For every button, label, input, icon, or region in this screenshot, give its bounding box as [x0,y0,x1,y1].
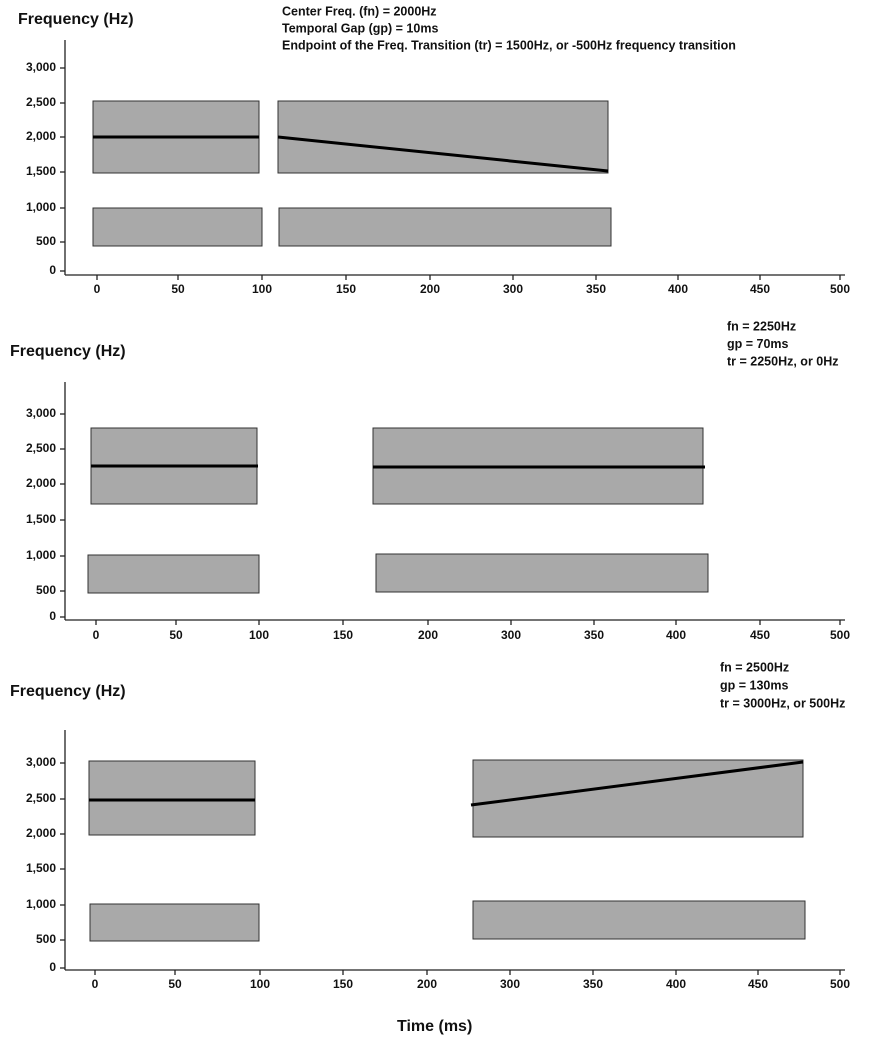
annotation: Center Freq. (fn) = 2000Hz [282,4,437,18]
frequency-band [89,903,260,942]
y-tick-label: 500 [36,932,56,946]
frequency-band [277,100,609,174]
y-axis-label: Frequency (Hz) [10,683,126,700]
x-tick-label: 50 [169,628,183,642]
x-tick-label: 150 [333,977,353,991]
y-tick-label: 0 [49,263,56,277]
frequency-band [375,553,709,593]
frequency-band [87,554,260,594]
frequency-band [88,760,256,836]
x-tick-label: 200 [420,282,440,296]
annotation: tr = 3000Hz, or 500Hz [720,696,845,710]
x-tick-label: 300 [500,977,520,991]
x-tick-label: 350 [584,628,604,642]
y-axis-label: Frequency (Hz) [10,343,126,360]
y-tick-label: 1,500 [26,861,56,875]
y-tick-label: 3,000 [26,60,56,74]
x-tick-label: 400 [668,282,688,296]
x-tick-label: 50 [171,282,185,296]
y-tick-label: 2,500 [26,441,56,455]
x-tick-label: 300 [503,282,523,296]
y-tick-label: 1,000 [26,548,56,562]
annotation: Temporal Gap (gp) = 10ms [282,21,438,35]
annotation: Endpoint of the Freq. Transition (tr) = … [282,38,736,52]
annotation: fn = 2500Hz [720,660,789,674]
y-tick-label: 2,000 [26,129,56,143]
y-tick-label: 3,000 [26,755,56,769]
x-tick-label: 100 [249,628,269,642]
y-tick-label: 3,000 [26,406,56,420]
x-tick-label: 500 [830,977,850,991]
x-tick-label: 300 [501,628,521,642]
x-tick-label: 0 [93,628,100,642]
y-tick-label: 1,000 [26,897,56,911]
annotation: tr = 2250Hz, or 0Hz [727,354,839,368]
y-tick-label: 500 [36,583,56,597]
y-tick-label: 2,000 [26,826,56,840]
center-frequency [470,760,804,807]
y-tick-label: 1,000 [26,200,56,214]
x-tick-label: 50 [168,977,182,991]
y-tick-label: 2,000 [26,476,56,490]
x-tick-label: 450 [748,977,768,991]
frequency-band [92,207,263,247]
x-tick-label: 500 [830,628,850,642]
x-tick-label: 150 [336,282,356,296]
center-frequency [277,135,609,173]
x-tick-label: 0 [94,282,101,296]
y-tick-label: 0 [49,960,56,974]
y-tick-label: 0 [49,609,56,623]
y-tick-label: 2,500 [26,791,56,805]
x-tick-label: 200 [418,628,438,642]
x-tick-label: 350 [586,282,606,296]
x-tick-label: 500 [830,282,850,296]
y-tick-label: 2,500 [26,95,56,109]
y-tick-label: 1,500 [26,164,56,178]
y-tick-label: 1,500 [26,512,56,526]
y-tick-label: 500 [36,234,56,248]
x-tick-label: 400 [666,628,686,642]
x-tick-label: 200 [417,977,437,991]
frequency-band [278,207,612,247]
x-tick-label: 100 [252,282,272,296]
x-axis-label: Time (ms) [397,1018,472,1035]
annotation: gp = 70ms [727,337,789,351]
x-tick-label: 0 [92,977,99,991]
x-tick-label: 350 [583,977,603,991]
frequency-band [472,900,806,940]
x-tick-label: 100 [250,977,270,991]
x-tick-label: 450 [750,628,770,642]
annotation: gp = 130ms [720,678,788,692]
y-axis-label: Frequency (Hz) [18,11,134,28]
x-tick-label: 400 [666,977,686,991]
x-tick-label: 450 [750,282,770,296]
x-tick-label: 150 [333,628,353,642]
annotation: fn = 2250Hz [727,319,796,333]
